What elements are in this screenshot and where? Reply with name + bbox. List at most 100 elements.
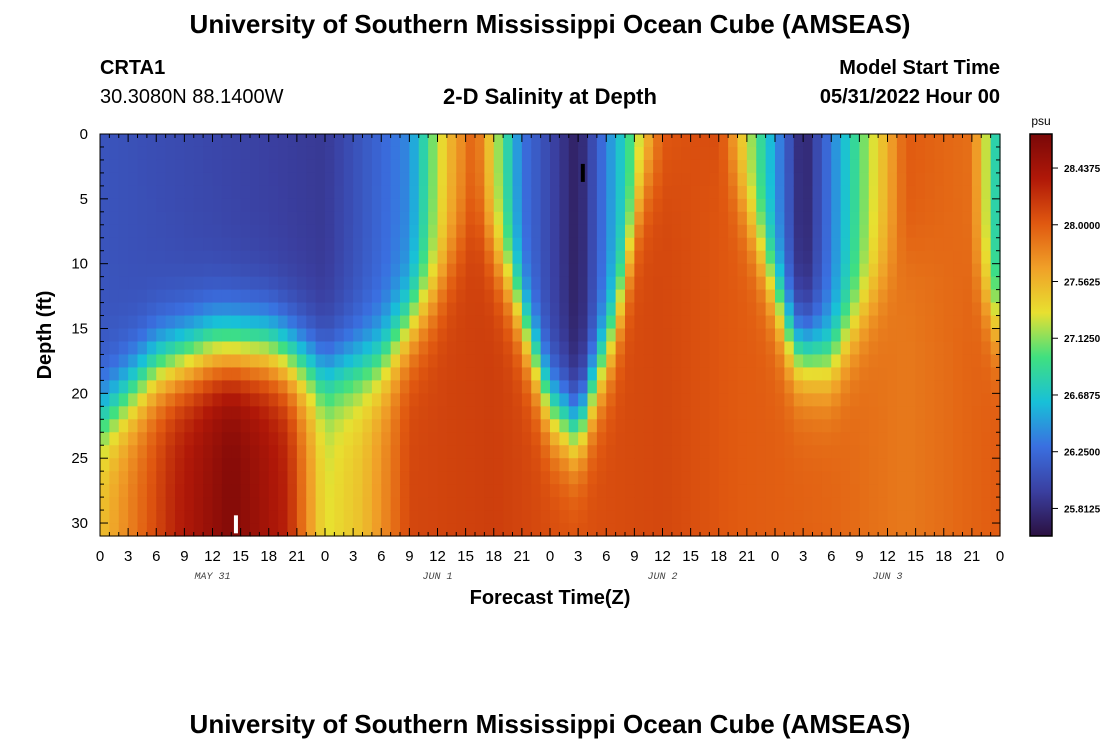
heat-cell <box>653 159 664 174</box>
heat-cell <box>840 510 851 524</box>
heat-cell <box>193 134 204 148</box>
heat-cell <box>615 445 626 459</box>
heat-cell <box>831 134 842 148</box>
heat-cell <box>306 458 317 472</box>
heat-cell <box>184 354 195 369</box>
heat-cell <box>793 484 804 498</box>
heat-cell <box>100 471 110 485</box>
heat-cell <box>906 276 917 291</box>
heat-cell <box>953 328 964 343</box>
heat-cell <box>859 159 870 174</box>
heat-cell <box>437 406 448 420</box>
heat-cell <box>400 211 410 226</box>
heat-cell <box>934 432 945 446</box>
heat-cell <box>812 211 823 226</box>
heat-cell <box>465 445 476 459</box>
heat-cell <box>231 224 242 239</box>
heat-cell <box>240 159 251 174</box>
heat-cell <box>812 354 823 369</box>
heat-cell <box>315 471 326 485</box>
heat-cell <box>850 484 860 498</box>
heat-cell <box>475 172 485 187</box>
heat-cell <box>831 445 842 459</box>
heat-cell <box>821 406 832 420</box>
heat-cell <box>381 315 392 330</box>
heat-cell <box>662 367 673 381</box>
heat-cell <box>700 341 710 356</box>
heat-cell <box>203 523 214 537</box>
heat-cell <box>925 445 935 459</box>
heat-cell <box>165 484 176 498</box>
heat-cell <box>146 484 157 498</box>
heat-cell <box>390 367 401 381</box>
heat-cell <box>334 159 345 174</box>
heat-cell <box>831 198 842 213</box>
heat-cell <box>531 367 542 381</box>
heat-cell <box>615 237 626 252</box>
heat-cell <box>737 146 748 161</box>
heat-cell <box>550 445 560 459</box>
heat-cell <box>334 250 345 265</box>
heat-cell <box>212 185 223 200</box>
heat-cell <box>568 198 579 213</box>
heat-cell <box>212 289 223 304</box>
heat-cell <box>643 523 654 537</box>
heat-cell <box>315 289 326 304</box>
heat-cell <box>643 406 654 420</box>
heat-cell <box>971 237 982 252</box>
heat-cell <box>156 146 167 161</box>
heat-cell <box>503 523 514 537</box>
heat-cell <box>559 211 570 226</box>
heat-cell <box>118 198 129 213</box>
heat-cell <box>362 250 373 265</box>
heat-cell <box>578 302 589 317</box>
heat-cell <box>165 250 176 265</box>
heat-cell <box>100 380 110 394</box>
heat-cell <box>765 497 776 511</box>
heat-cell <box>165 289 176 304</box>
heat-cell <box>934 302 945 317</box>
heat-cell <box>887 393 898 407</box>
heat-cell <box>428 172 439 187</box>
heat-cell <box>550 159 560 174</box>
heat-cell <box>990 289 1001 304</box>
heat-cell <box>137 289 148 304</box>
heat-cell <box>278 471 289 485</box>
heat-cell <box>437 471 448 485</box>
heat-cell <box>643 341 654 356</box>
heat-cell <box>493 328 504 343</box>
heat-cell <box>850 432 860 446</box>
heat-cell <box>334 341 345 356</box>
heat-cell <box>662 406 673 420</box>
heat-cell <box>128 341 139 356</box>
heat-cell <box>128 419 139 433</box>
heat-cell <box>746 380 757 394</box>
heat-cell <box>737 159 748 174</box>
heat-cell <box>212 276 223 291</box>
heat-cell <box>231 315 242 330</box>
heat-cell <box>484 237 495 252</box>
heat-cell <box>943 185 954 200</box>
x-tick-label: 12 <box>654 548 671 565</box>
heat-cell <box>521 510 532 524</box>
heat-cell <box>100 134 110 148</box>
heat-cell <box>868 276 879 291</box>
heat-cell <box>681 250 692 265</box>
heat-cell <box>175 276 185 291</box>
heat-cell <box>943 159 954 174</box>
heat-cell <box>381 341 392 356</box>
heat-cell <box>906 302 917 317</box>
heat-cell <box>521 276 532 291</box>
heat-cell <box>625 380 635 394</box>
heat-cell <box>437 484 448 498</box>
heat-cell <box>653 250 664 265</box>
heat-cell <box>934 146 945 161</box>
heat-cell <box>587 172 598 187</box>
heat-cell <box>193 406 204 420</box>
heat-cell <box>184 224 195 239</box>
heat-cell <box>634 185 645 200</box>
heat-cell <box>821 185 832 200</box>
heat-cell <box>803 302 814 317</box>
heat-cell <box>953 224 964 239</box>
heat-cell <box>165 211 176 226</box>
